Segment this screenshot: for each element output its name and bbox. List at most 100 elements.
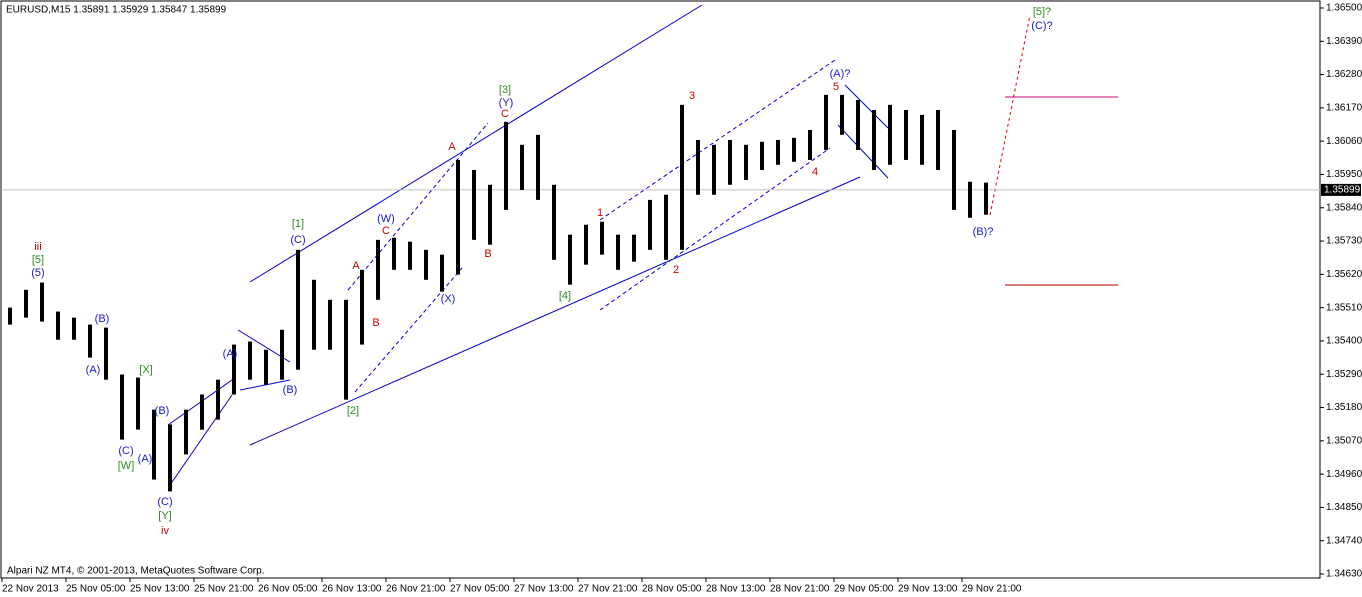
price-bar — [200, 394, 204, 430]
price-bar — [152, 409, 156, 480]
wave-label: 1 — [597, 207, 603, 219]
wave-label: (A)? — [830, 68, 851, 80]
price-bar — [184, 409, 188, 455]
y-tick-label: 1.36060 — [1326, 136, 1362, 147]
price-bar — [872, 110, 876, 170]
y-tick-label: 1.36390 — [1326, 36, 1362, 47]
price-bar — [760, 141, 764, 170]
wave-label: (W) — [377, 213, 395, 225]
x-tick-label: 25 Nov 13:00 — [130, 584, 190, 595]
chart-title: EURUSD,M15 1.35891 1.35929 1.35847 1.358… — [6, 5, 227, 16]
price-bar — [776, 139, 780, 165]
price-bar — [904, 110, 908, 160]
x-tick-label: 27 Nov 13:00 — [514, 584, 574, 595]
y-tick-label: 1.35290 — [1326, 369, 1362, 380]
footer: Alpari NZ MT4, © 2001-2013, MetaQuotes S… — [7, 566, 264, 577]
x-tick-label: 29 Nov 13:00 — [898, 584, 958, 595]
wave-label: (B) — [95, 313, 110, 325]
price-bar — [552, 184, 556, 260]
price-bar — [328, 299, 332, 350]
price-bar — [824, 94, 828, 150]
price-bar — [216, 379, 220, 420]
price-bar — [520, 144, 524, 190]
wave-label: (C) — [290, 234, 305, 246]
y-tick-label: 1.35730 — [1326, 236, 1362, 247]
price-bar — [632, 234, 636, 262]
wave-label: [X] — [139, 364, 152, 376]
wave-label: (C) — [118, 445, 133, 457]
price-bar — [296, 249, 300, 370]
y-tick-label: 1.36500 — [1326, 3, 1362, 14]
price-bar — [344, 299, 348, 400]
price-bar — [952, 129, 956, 210]
price-bar — [248, 341, 252, 380]
drawings — [167, 4, 1118, 486]
wave-label: B — [484, 248, 491, 260]
price-bar — [440, 254, 444, 292]
triangle-line — [169, 394, 233, 486]
price-bar — [72, 317, 76, 340]
y-tick-label: 1.35510 — [1326, 302, 1362, 313]
wave-label: (B) — [283, 384, 298, 396]
dashed-line — [599, 147, 831, 311]
wave-label: (C) — [157, 496, 172, 508]
y-tick-label: 1.34630 — [1326, 569, 1362, 580]
wave-label: [4] — [559, 290, 571, 302]
price-bar — [392, 237, 396, 270]
x-tick-label: 28 Nov 13:00 — [706, 584, 766, 595]
x-tick-label: 29 Nov 21:00 — [962, 584, 1022, 595]
y-tick-label: 1.35070 — [1326, 435, 1362, 446]
x-tick-label: 29 Nov 05:00 — [834, 584, 894, 595]
channel-line — [249, 176, 861, 446]
x-tick-label: 26 Nov 21:00 — [386, 584, 446, 595]
price-bar — [168, 424, 172, 492]
wave-label: A — [352, 260, 360, 272]
wave-label: [3] — [499, 84, 511, 96]
price-bar — [88, 324, 92, 358]
wave-label: C — [501, 108, 509, 120]
price-bar — [24, 289, 28, 318]
x-tick-label: 27 Nov 21:00 — [578, 584, 638, 595]
wave-label: (Y) — [499, 97, 514, 109]
wave-label: [W] — [118, 460, 135, 472]
dashed-line — [599, 59, 836, 221]
wave-label: 3 — [689, 90, 695, 102]
price-bar — [728, 139, 732, 185]
plot-frame — [0, 0, 1321, 579]
price-bar — [264, 349, 268, 385]
x-tick-label: 26 Nov 13:00 — [322, 584, 382, 595]
wave-label: C — [382, 225, 390, 237]
price-bar — [40, 282, 44, 322]
wave-label: A — [448, 141, 456, 153]
price-bar — [120, 374, 124, 440]
wedge-line — [837, 124, 889, 179]
price-bar — [680, 104, 684, 250]
price-bar — [280, 329, 284, 380]
y-tick-label: 1.34740 — [1326, 535, 1362, 546]
y-tick-label: 1.35400 — [1326, 336, 1362, 347]
price-bar — [8, 307, 12, 325]
wave-label: (5) — [31, 267, 44, 279]
projection-line — [989, 14, 1031, 216]
dashed-line — [354, 267, 463, 393]
price-bar — [472, 169, 476, 240]
price-bar — [376, 239, 380, 300]
wave-label: [1] — [292, 218, 304, 230]
price-bar — [808, 129, 812, 160]
y-tick-label: 1.35950 — [1326, 169, 1362, 180]
price-bar — [568, 234, 572, 285]
price-label: 1.35899 — [1324, 185, 1361, 196]
price-bar — [744, 144, 748, 180]
wave-label: iv — [161, 525, 169, 537]
x-tick-label: 27 Nov 05:00 — [450, 584, 510, 595]
x-tick-label: 25 Nov 21:00 — [194, 584, 254, 595]
x-tick-label: 25 Nov 05:00 — [66, 584, 126, 595]
wave-label: (A) — [223, 348, 238, 360]
channel-line — [249, 4, 703, 283]
price-bar — [856, 100, 860, 150]
triangle-line — [239, 379, 291, 391]
wave-label: [2] — [347, 405, 359, 417]
price-bar — [616, 234, 620, 270]
y-tick-label: 1.36170 — [1326, 103, 1362, 114]
